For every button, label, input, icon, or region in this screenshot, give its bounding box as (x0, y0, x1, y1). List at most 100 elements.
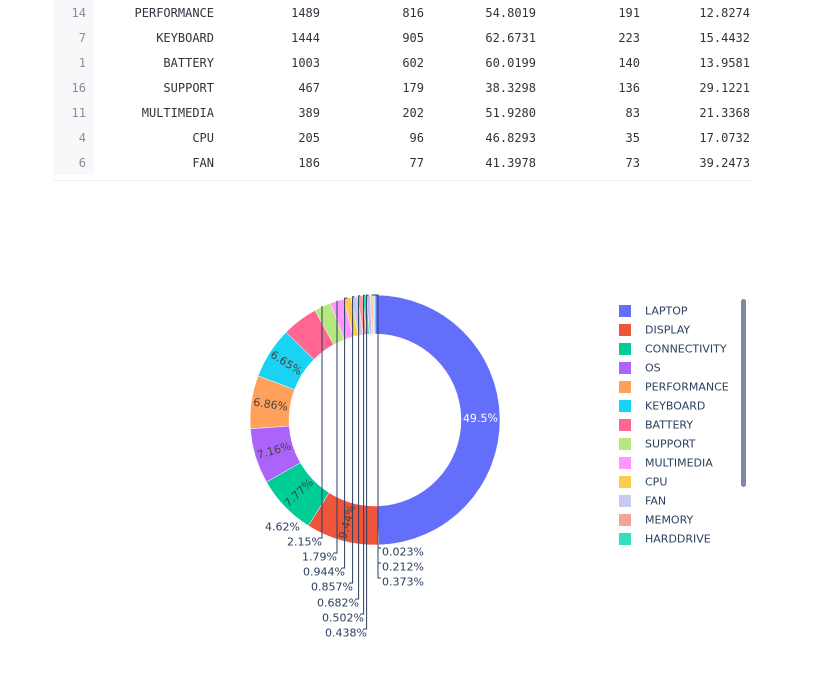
table-cell: 1003 (291, 55, 320, 70)
row-index-cell: 16 (53, 75, 94, 100)
legend-swatch (619, 419, 631, 431)
chart-slice-labels: 49.5%9.44%7.77%7.16%6.86%6.65%4.62%2.15%… (252, 294, 498, 640)
chart-slices (249, 294, 501, 546)
table-cell: 73 (625, 155, 640, 170)
legend-label: MEMORY (645, 514, 694, 527)
table-cell: PERFORMANCE (134, 5, 214, 20)
legend-label: HARDDRIVE (645, 533, 711, 546)
legend-label: DISPLAY (645, 324, 690, 337)
legend-swatch (619, 495, 631, 507)
legend-label: PERFORMANCE (645, 381, 729, 394)
legend-item-memory[interactable]: MEMORY (619, 514, 694, 527)
table-cell: 54.8019 (485, 5, 536, 20)
legend-item-laptop[interactable]: LAPTOP (619, 305, 688, 318)
slice-label: 0.682% (317, 597, 359, 610)
table-cell: 41.3978 (485, 155, 536, 170)
label-leader-line (341, 297, 348, 569)
row-index-cell: 6 (53, 150, 94, 175)
table-cell: 467 (298, 80, 320, 95)
legend-item-harddrive[interactable]: HARDDRIVE (619, 533, 711, 546)
table-cell: MULTIMEDIA (141, 105, 214, 120)
label-leader-line (334, 300, 338, 554)
table-cell: CPU (192, 130, 214, 145)
table-cell: 38.3298 (485, 80, 536, 95)
label-leader-line (355, 295, 361, 600)
table-row: 14 PERFORMANCE 1489 816 54.8019 191 12.8274 (53, 0, 750, 25)
table-cell: 13.9581 (699, 55, 750, 70)
table-cell: 389 (298, 105, 320, 120)
legend-swatch (619, 476, 631, 488)
table-cell: SUPPORT (163, 80, 214, 95)
slice-label: 49.5% (463, 412, 498, 426)
pie-slice-laptop[interactable] (374, 294, 501, 546)
table-cell: FAN (192, 155, 214, 170)
data-table: 14 PERFORMANCE 1489 816 54.8019 191 12.8274 7 KE… (53, 0, 750, 181)
legend-swatch (619, 362, 631, 374)
legend-item-os[interactable]: OS (619, 362, 661, 375)
legend-item-performance[interactable]: PERFORMANCE (619, 381, 729, 394)
row-index-cell: 14 (53, 0, 94, 25)
legend-swatch (619, 305, 631, 317)
table-cell: 62.6731 (485, 30, 536, 45)
table-row: 7 KEYBOARD 1444 905 62.6731 223 15.4432 (53, 25, 750, 50)
legend-swatch (619, 381, 631, 393)
table-cell: BATTERY (163, 55, 214, 70)
table-row: 4 CPU 205 96 46.8293 35 17.0732 (53, 125, 750, 150)
table-row: 1 BATTERY 1003 602 60.0199 140 13.9581 (53, 50, 750, 75)
legend-label: BATTERY (645, 419, 693, 432)
legend-item-battery[interactable]: BATTERY (619, 419, 693, 432)
legend-label: FAN (645, 495, 666, 508)
slice-label: 0.023% (382, 546, 424, 559)
slice-label: 1.79% (302, 551, 337, 564)
table-cell: 35 (625, 130, 640, 145)
legend-label: MULTIMEDIA (645, 457, 713, 470)
table-cell: 12.8274 (699, 5, 750, 20)
legend-label: SUPPORT (645, 438, 696, 451)
table-body: 14 PERFORMANCE 1489 816 54.8019 191 12.8274 7 KE… (53, 0, 750, 175)
slice-label: 0.212% (382, 561, 424, 574)
legend-item-keyboard[interactable]: KEYBOARD (619, 400, 705, 413)
table-cell: 77 (409, 155, 424, 170)
table-cell: 602 (402, 55, 424, 70)
table-cell: 1444 (291, 30, 320, 45)
chart-legend[interactable]: LAPTOP DISPLAY CONNECTIVITY OS PERFORMANCE KE… (619, 305, 729, 546)
table-cell: 51.9280 (485, 105, 536, 120)
legend-swatch (619, 457, 631, 469)
legend-swatch (619, 438, 631, 450)
label-leader-line (363, 294, 369, 630)
legend-item-multimedia[interactable]: MULTIMEDIA (619, 457, 713, 470)
legend-item-display[interactable]: DISPLAY (619, 324, 690, 337)
table-cell: 186 (298, 155, 320, 170)
legend-item-connectivity[interactable]: CONNECTIVITY (619, 343, 727, 356)
legend-scrollbar[interactable] (741, 299, 746, 487)
table-row: 11 MULTIMEDIA 389 202 51.9280 83 21.3368 (53, 100, 750, 125)
slice-label: 0.502% (322, 612, 364, 625)
row-index-cell: 1 (53, 50, 94, 75)
row-index-cell: 11 (53, 100, 94, 125)
legend-item-cpu[interactable]: CPU (619, 476, 667, 489)
row-index-cell: 4 (53, 125, 94, 150)
legend-swatch (619, 324, 631, 336)
slice-label: 6.86% (252, 396, 288, 414)
slice-label: 0.373% (382, 576, 424, 589)
label-leader-line (349, 296, 355, 584)
legend-item-support[interactable]: SUPPORT (619, 438, 696, 451)
legend-swatch (619, 533, 631, 545)
table-cell: 223 (618, 30, 640, 45)
legend-swatch (619, 343, 631, 355)
table-cell: 15.4432 (699, 30, 750, 45)
table-cell: 202 (402, 105, 424, 120)
table-cell: 39.2473 (699, 155, 750, 170)
table-cell: 46.8293 (485, 130, 536, 145)
table-cell: 83 (625, 105, 640, 120)
table-cell: 191 (618, 5, 640, 20)
slice-label: 0.857% (311, 581, 353, 594)
slice-label: 0.944% (303, 566, 345, 579)
slice-label: 0.438% (325, 627, 367, 640)
table-cell: 1489 (291, 5, 320, 20)
legend-item-fan[interactable]: FAN (619, 495, 666, 508)
legend-swatch (619, 400, 631, 412)
slice-label: 2.15% (287, 536, 322, 549)
table-cell: 17.0732 (699, 130, 750, 145)
table-cell: 29.1221 (699, 80, 750, 95)
